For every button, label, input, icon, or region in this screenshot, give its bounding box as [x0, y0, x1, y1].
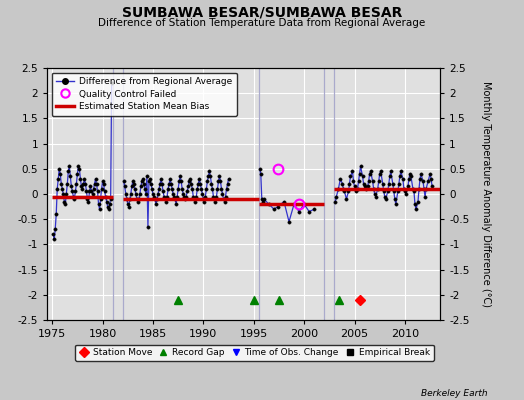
Text: SUMBAWA BESAR/SUMBAWA BESAR: SUMBAWA BESAR/SUMBAWA BESAR — [122, 6, 402, 20]
Y-axis label: Monthly Temperature Anomaly Difference (°C): Monthly Temperature Anomaly Difference (… — [481, 81, 490, 307]
Legend: Station Move, Record Gap, Time of Obs. Change, Empirical Break: Station Move, Record Gap, Time of Obs. C… — [75, 344, 433, 361]
Text: Berkeley Earth: Berkeley Earth — [421, 389, 487, 398]
Legend: Difference from Regional Average, Quality Control Failed, Estimated Station Mean: Difference from Regional Average, Qualit… — [52, 72, 236, 116]
Text: Difference of Station Temperature Data from Regional Average: Difference of Station Temperature Data f… — [99, 18, 425, 28]
